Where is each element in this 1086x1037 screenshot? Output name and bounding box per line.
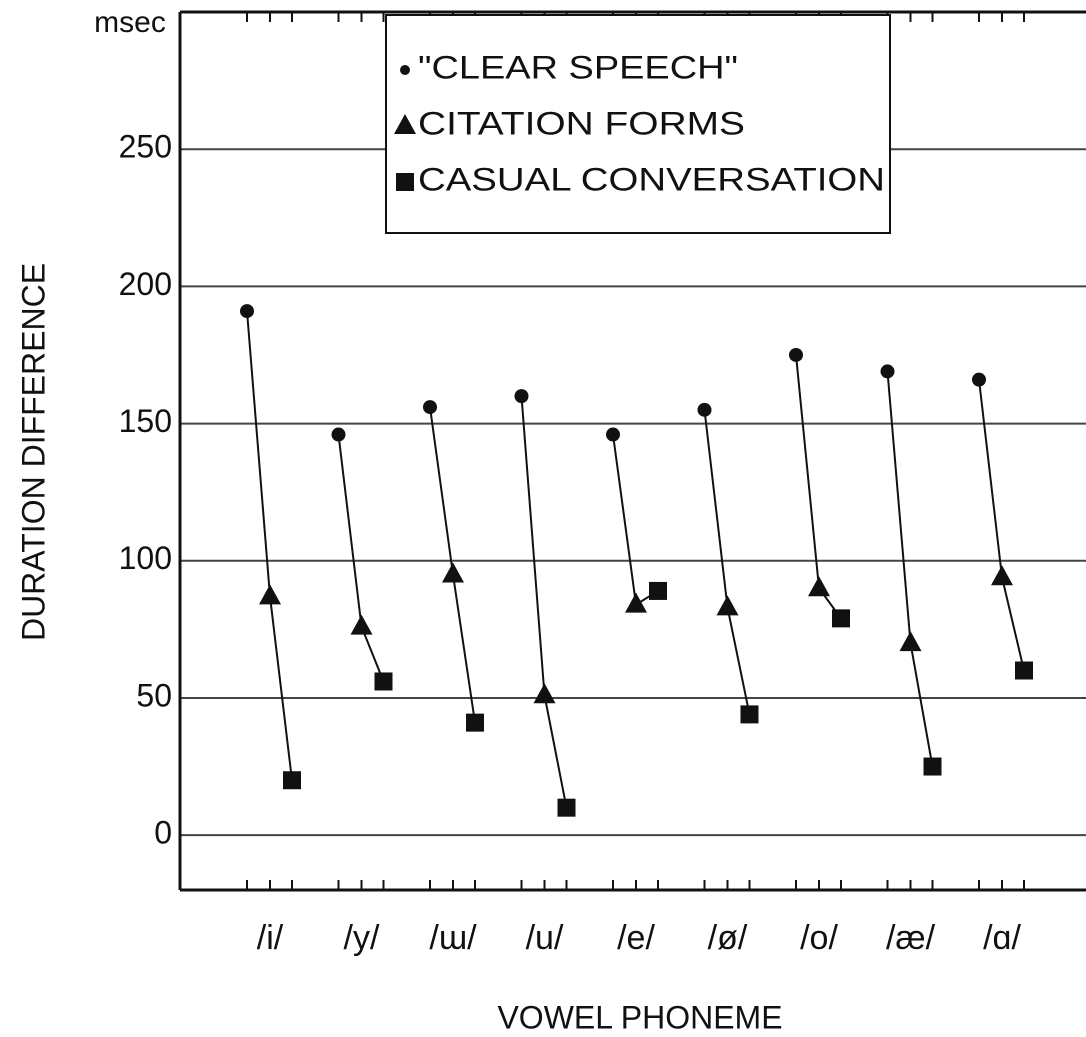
x-tick-label: /y/ (344, 919, 380, 957)
connector (886, 371, 912, 644)
point-triangle (899, 631, 922, 652)
legend-box (385, 14, 891, 234)
connector (703, 409, 729, 608)
x-tick-label: /e/ (617, 919, 655, 957)
connector (269, 596, 293, 781)
legend-marker (396, 173, 414, 191)
x-tick-label: /u/ (526, 919, 564, 957)
point-triangle (350, 614, 373, 635)
legend-label: "CLEAR SPEECH" (418, 49, 738, 85)
connector (520, 396, 546, 696)
y-tick-label: 0 (154, 815, 172, 851)
x-tick-label: /ø/ (708, 919, 748, 957)
x-tick-label: /æ/ (886, 919, 936, 957)
y-unit-label: msec (94, 6, 166, 39)
point-square (740, 705, 759, 724)
connector (429, 406, 454, 575)
y-tick-label: 50 (136, 677, 172, 713)
point-triangle (808, 576, 830, 597)
point-square (923, 757, 942, 776)
point-triangle (625, 592, 647, 613)
x-tick-label: /ɯ/ (429, 919, 477, 957)
connector (452, 574, 476, 723)
y-tick-label: 200 (119, 266, 172, 302)
legend-marker (400, 65, 410, 75)
y-tick-label: 250 (119, 129, 172, 165)
point-square (374, 672, 393, 691)
connector (337, 434, 363, 627)
connector (978, 379, 1003, 578)
legend-label: CASUAL CONVERSATION (418, 161, 885, 197)
x-tick-label: /o/ (800, 919, 838, 957)
point-circle (331, 427, 346, 442)
point-circle (514, 389, 529, 404)
point-circle (240, 304, 254, 319)
connector (1001, 576, 1025, 671)
connector (612, 434, 637, 605)
point-triangle (716, 595, 739, 616)
point-square (283, 771, 301, 790)
connector (909, 642, 934, 767)
point-triangle (533, 683, 556, 704)
x-tick-label: /i/ (257, 919, 284, 957)
point-circle (697, 402, 712, 417)
y-tick-label: 150 (119, 403, 172, 439)
connector (795, 354, 820, 589)
connector (543, 695, 568, 808)
x-tick-label: /ɑ/ (983, 919, 1021, 957)
legend-label: CITATION FORMS (418, 105, 745, 141)
point-triangle (259, 584, 281, 605)
y-axis-label: DURATION DIFFERENCE (15, 263, 51, 641)
point-square (832, 609, 850, 628)
point-square (466, 713, 484, 732)
legend-marker (394, 114, 416, 134)
connector (360, 626, 385, 682)
point-triangle (442, 562, 464, 583)
point-square (1015, 661, 1033, 680)
point-circle (972, 372, 986, 387)
connector (246, 310, 271, 597)
connector (726, 607, 751, 715)
x-axis-label: VOWEL PHONEME (497, 999, 782, 1035)
point-circle (606, 427, 620, 442)
point-triangle (991, 565, 1013, 586)
point-circle (880, 364, 895, 379)
point-square (557, 798, 576, 817)
point-square (649, 581, 667, 600)
point-circle (789, 347, 803, 362)
y-tick-label: 100 (119, 540, 172, 576)
point-circle (423, 400, 437, 415)
